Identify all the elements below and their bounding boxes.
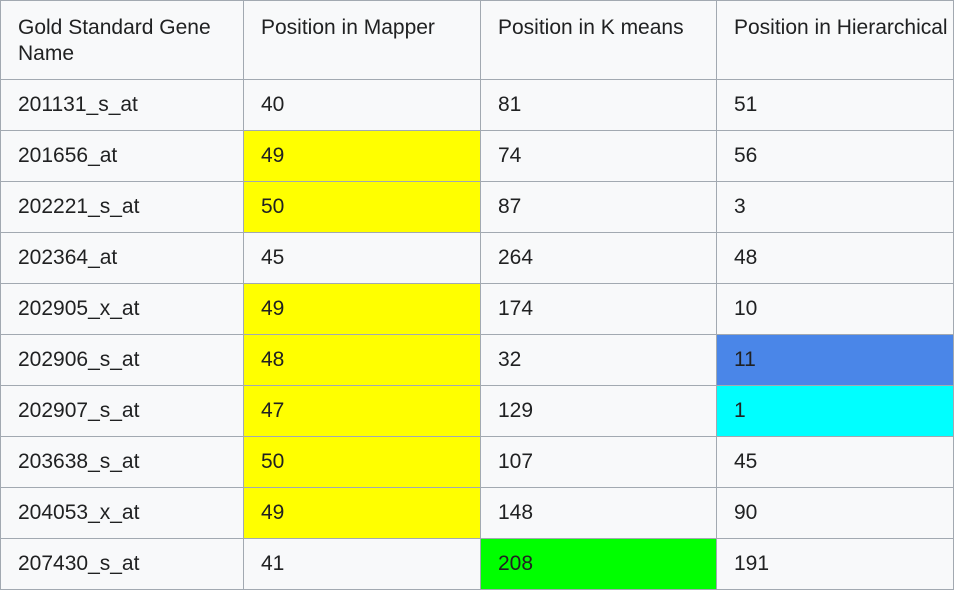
cell-hierarchical: 56	[716, 130, 954, 182]
cell-gene: 202905_x_at	[0, 283, 244, 335]
cell-mapper: 50	[243, 181, 481, 233]
cell-mapper: 45	[243, 232, 481, 284]
table-row: 207430_s_at 41 208 191	[0, 538, 954, 590]
cell-gene: 202906_s_at	[0, 334, 244, 386]
header-position-mapper: Position in Mapper	[243, 0, 481, 80]
table-row: 202906_s_at 48 32 11	[0, 334, 954, 386]
cell-hierarchical: 48	[716, 232, 954, 284]
cell-kmeans: 264	[480, 232, 717, 284]
header-position-hierarchical: Position in Hierarchical	[716, 0, 954, 80]
cell-kmeans: 74	[480, 130, 717, 182]
cell-gene: 204053_x_at	[0, 487, 244, 539]
cell-kmeans: 129	[480, 385, 717, 437]
table-body: 201131_s_at 40 81 51 201656_at 49 74 56 …	[0, 79, 954, 590]
cell-hierarchical: 45	[716, 436, 954, 488]
cell-gene: 207430_s_at	[0, 538, 244, 590]
table-row: 204053_x_at 49 148 90	[0, 487, 954, 539]
table-row: 202221_s_at 50 87 3	[0, 181, 954, 233]
cell-mapper: 49	[243, 130, 481, 182]
table-row: 202907_s_at 47 129 1	[0, 385, 954, 437]
cell-gene: 201656_at	[0, 130, 244, 182]
cell-mapper: 40	[243, 79, 481, 131]
cell-gene: 201131_s_at	[0, 79, 244, 131]
table-header: Gold Standard Gene Name Position in Mapp…	[0, 0, 954, 80]
cell-gene: 202221_s_at	[0, 181, 244, 233]
cell-mapper: 47	[243, 385, 481, 437]
cell-kmeans: 81	[480, 79, 717, 131]
header-gene-name: Gold Standard Gene Name	[0, 0, 244, 80]
table-row: 203638_s_at 50 107 45	[0, 436, 954, 488]
cell-mapper: 49	[243, 283, 481, 335]
table-row: 202364_at 45 264 48	[0, 232, 954, 284]
table-row: 201131_s_at 40 81 51	[0, 79, 954, 131]
cell-gene: 202364_at	[0, 232, 244, 284]
cell-hierarchical: 3	[716, 181, 954, 233]
cell-hierarchical: 51	[716, 79, 954, 131]
header-row: Gold Standard Gene Name Position in Mapp…	[0, 0, 954, 80]
cell-hierarchical: 11	[716, 334, 954, 386]
cell-mapper: 49	[243, 487, 481, 539]
cell-hierarchical: 191	[716, 538, 954, 590]
cell-mapper: 41	[243, 538, 481, 590]
table-row: 202905_x_at 49 174 10	[0, 283, 954, 335]
cell-mapper: 50	[243, 436, 481, 488]
cell-kmeans: 107	[480, 436, 717, 488]
header-position-kmeans: Position in K means	[480, 0, 717, 80]
cell-gene: 202907_s_at	[0, 385, 244, 437]
cell-gene: 203638_s_at	[0, 436, 244, 488]
cell-hierarchical: 1	[716, 385, 954, 437]
cell-kmeans: 32	[480, 334, 717, 386]
table-row: 201656_at 49 74 56	[0, 130, 954, 182]
cell-kmeans: 208	[480, 538, 717, 590]
cell-hierarchical: 90	[716, 487, 954, 539]
cell-kmeans: 87	[480, 181, 717, 233]
cell-mapper: 48	[243, 334, 481, 386]
cell-kmeans: 174	[480, 283, 717, 335]
cell-kmeans: 148	[480, 487, 717, 539]
cell-hierarchical: 10	[716, 283, 954, 335]
